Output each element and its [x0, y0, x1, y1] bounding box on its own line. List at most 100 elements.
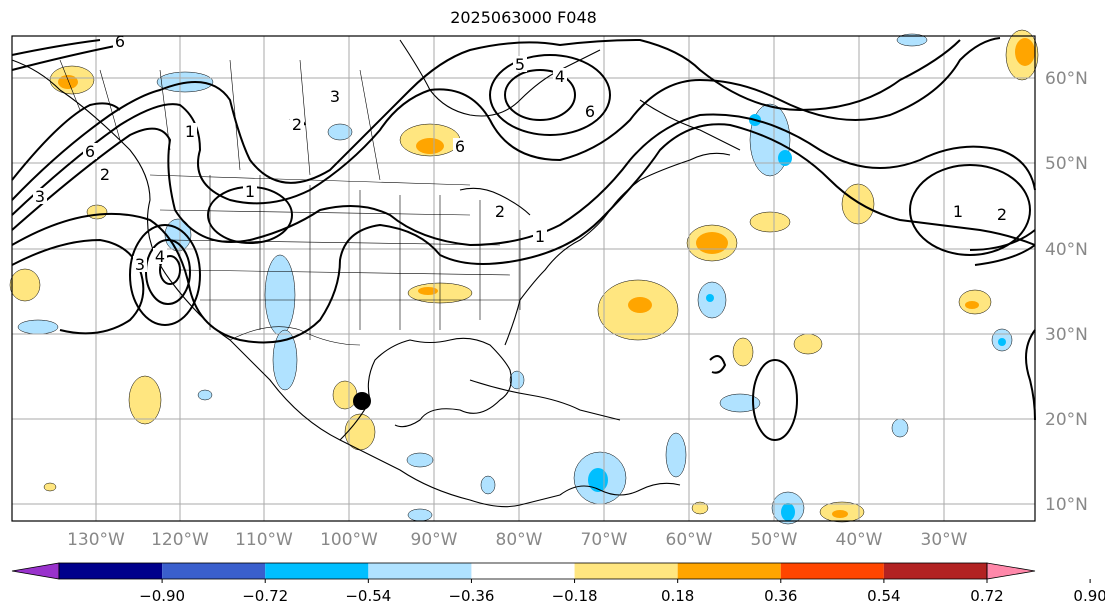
us-mexico-border: [229, 326, 361, 346]
contour-closed: [504, 69, 576, 121]
contour-label: 6: [85, 142, 95, 161]
contour-low: [129, 224, 201, 326]
patch-pos: [86, 204, 108, 220]
lon-tick-label: 90°W: [411, 530, 458, 550]
south-america-coast: [559, 482, 681, 496]
map-background: [12, 36, 1035, 521]
patch-neg: [480, 475, 496, 495]
patch-pos-strong: [696, 232, 728, 254]
contour-low: [159, 255, 181, 285]
patch-pos-strong: [416, 138, 444, 154]
pacific-coast: [11, 59, 561, 508]
patch-pos: [43, 482, 57, 492]
patch-neg: [197, 389, 213, 401]
patch-neg: [407, 508, 433, 522]
contour-label: 5: [515, 55, 525, 74]
latitude-axis: 60°N 50°N 40°N 30°N 20°N 10°N: [1045, 69, 1088, 515]
contour-label-bg: [583, 103, 597, 119]
gulf-coast: [339, 337, 512, 441]
contour-label-bg: [553, 68, 567, 84]
contour-label: 6: [585, 102, 595, 121]
colorbar-tick-label: −0.54: [345, 587, 391, 605]
contour-label: 1: [953, 202, 963, 221]
patch-pos-strong: [832, 510, 848, 518]
contour-label: 3: [330, 87, 340, 106]
contour-label-bg: [453, 138, 467, 154]
contour-label-bg: [113, 33, 127, 49]
colorbar-extend-low: [11, 562, 60, 580]
contour-label: 6: [115, 32, 125, 51]
lon-tick-label: 100°W: [320, 530, 378, 550]
contour-label-bg: [995, 206, 1009, 222]
patch-neg-strong: [706, 294, 714, 302]
contour-closed: [489, 54, 611, 136]
map-title: 2025063000 F048: [450, 8, 597, 27]
contour-label-bg: [133, 256, 147, 272]
lon-tick-label: 40°W: [836, 530, 883, 550]
patch-neg: [272, 329, 298, 391]
contour-line: [11, 113, 1036, 247]
contour-line: [11, 44, 121, 71]
lon-tick-label: 80°W: [496, 530, 543, 550]
patch-pos: [841, 183, 875, 225]
patch-pos-strong: [58, 75, 78, 89]
contour-label: 2: [495, 202, 505, 221]
colorbar-tick-label: −0.72: [242, 587, 288, 605]
longitude-axis: 130°W 120°W 110°W 100°W 90°W 80°W 70°W 60°W 50°W…: [67, 530, 968, 550]
lat-tick-label: 60°N: [1045, 69, 1088, 89]
patch-neg: [509, 370, 525, 390]
patch-neg: [327, 123, 353, 141]
colorbar-bin: [883, 563, 987, 579]
lon-tick-label: 30°W: [921, 530, 968, 550]
contour-label: 1: [535, 227, 545, 246]
state-lines-vertical: [209, 175, 521, 340]
map-frame: [11, 35, 1036, 522]
patch-pos-strong: [418, 287, 438, 295]
patch-pos-strong: [1015, 38, 1035, 66]
colorbar-bin: [265, 563, 369, 579]
colorbar-tick-label: 0.54: [867, 587, 900, 605]
contour-small: [709, 355, 727, 374]
contour-label-bg: [183, 123, 197, 139]
lon-tick-label: 60°W: [666, 530, 713, 550]
patch-neg-strong: [998, 338, 1006, 346]
colorbar-bin: [368, 563, 472, 579]
contour-label-bg: [153, 248, 167, 264]
height-contours: [11, 37, 1036, 441]
contour-label: 6: [455, 137, 465, 156]
contour-label: 4: [155, 247, 165, 266]
patch-pos-strong: [965, 301, 979, 309]
caribbean-islands: [469, 379, 621, 421]
patch-neg: [17, 319, 59, 335]
lat-tick-label: 40°N: [1045, 240, 1088, 260]
contour-label-bg: [98, 166, 112, 182]
colorbar-tick-label: 0.72: [970, 587, 1003, 605]
colorbar: −0.90 −0.72 −0.54 −0.36 −0.18 0.18 0.36 0.54 0.7…: [11, 562, 1105, 605]
patch-neg-strong: [588, 468, 608, 492]
contour-label-bg: [513, 56, 527, 72]
patch-neg: [406, 452, 434, 468]
colorbar-tick-label: 0.90: [1073, 587, 1105, 605]
contour-label-bg: [533, 228, 547, 244]
site-marker: [353, 392, 371, 410]
colorbar-tick-label: −0.18: [552, 587, 598, 605]
contour-label-bg: [243, 183, 257, 199]
contour-label: 2: [100, 165, 110, 184]
contour-line: [974, 244, 1036, 266]
contour-label: 1: [245, 182, 255, 201]
lon-tick-label: 110°W: [235, 530, 293, 550]
colorbar-bin: [471, 563, 575, 579]
colorbar-bin: [574, 563, 678, 579]
contour-label: 2: [292, 115, 302, 134]
contour-label: 3: [35, 187, 45, 206]
lon-tick-label: 50°W: [751, 530, 798, 550]
contour-label: 4: [555, 67, 565, 86]
colorbar-bin: [780, 563, 884, 579]
patch-neg: [665, 432, 687, 478]
patch-pos: [9, 268, 41, 302]
patch-neg: [891, 418, 909, 438]
patch-pos: [793, 333, 823, 355]
anomaly-fills: [9, 29, 1039, 525]
